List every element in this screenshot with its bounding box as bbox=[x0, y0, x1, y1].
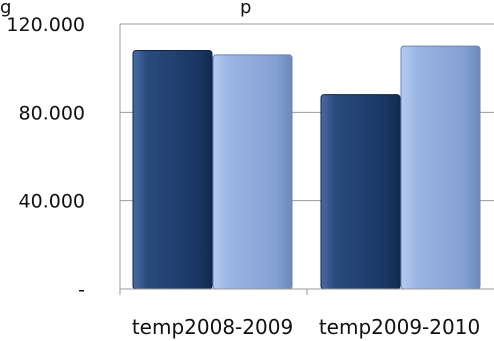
bar-2-1 bbox=[212, 54, 293, 290]
chart-title-fragment-2: p bbox=[240, 0, 251, 18]
axes bbox=[119, 24, 494, 295]
y-tick-label: - bbox=[78, 279, 85, 301]
x-axis-ticks: temp2008-2009 temp2009-2010 bbox=[132, 315, 480, 339]
bar-1-2 bbox=[320, 94, 401, 290]
x-tick-label: temp2009-2010 bbox=[319, 315, 480, 339]
bars bbox=[132, 45, 481, 290]
bar-1-1 bbox=[132, 50, 213, 290]
y-tick-label: 80.000 bbox=[19, 102, 85, 124]
y-tick-label: 40.000 bbox=[19, 191, 85, 213]
y-axis-ticks: - 40.000 80.000 120.000 bbox=[6, 14, 85, 301]
bar-2-2 bbox=[400, 45, 481, 290]
x-tick-label: temp2008-2009 bbox=[132, 315, 293, 339]
y-tick-label: 120.000 bbox=[6, 14, 85, 36]
chart-title-fragment: g bbox=[0, 0, 11, 18]
